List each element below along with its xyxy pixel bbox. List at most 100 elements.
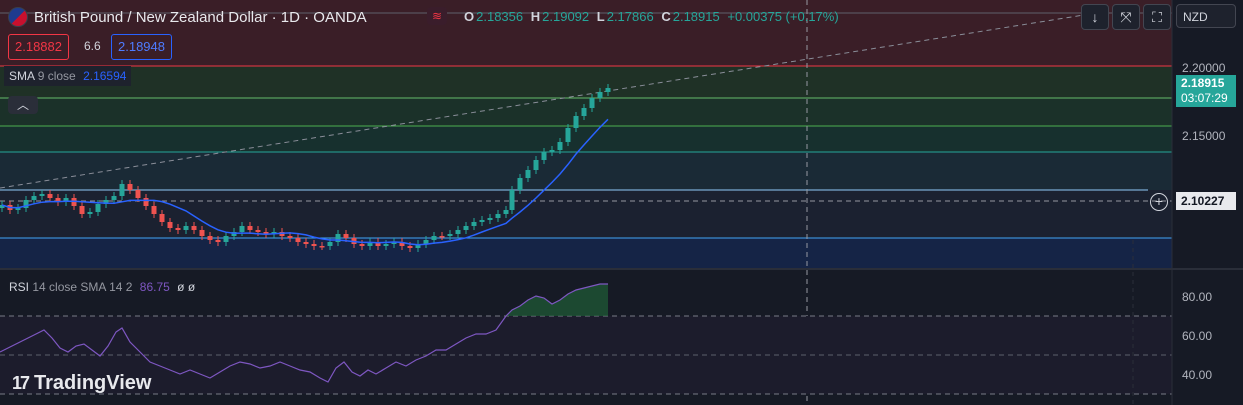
- rsi-legend[interactable]: RSI 14 close SMA 14 2 86.75 ø ø: [4, 278, 201, 296]
- candle-body: [431, 236, 437, 240]
- candle-body: [103, 200, 109, 204]
- rsi-extra: ø: [187, 280, 196, 294]
- ohlc-open: 2.18356: [476, 9, 524, 24]
- candle-body: [471, 222, 477, 226]
- price-axis-label: 2.20000: [1182, 61, 1226, 75]
- candle-body: [215, 240, 221, 242]
- candle-body: [343, 234, 349, 238]
- candle-body: [533, 160, 539, 170]
- tradingview-logo[interactable]: 17 TradingView: [12, 372, 151, 395]
- candle-body: [119, 184, 125, 196]
- candle-body: [367, 242, 373, 246]
- candle-body: [335, 234, 341, 242]
- candle-body: [167, 222, 173, 228]
- rsi-overbought-fill: [506, 284, 608, 316]
- zone-band-red: [0, 0, 1172, 66]
- buy-button[interactable]: 2.18948: [111, 34, 172, 60]
- candle-body: [589, 98, 595, 108]
- candle-body: [303, 242, 309, 244]
- candle-body: [517, 178, 523, 190]
- ohlc-key: H: [530, 9, 541, 24]
- candle-body: [15, 208, 21, 210]
- candle-body: [127, 184, 133, 190]
- candle-body: [191, 226, 197, 230]
- candle-body: [383, 244, 389, 246]
- candle-body: [391, 242, 397, 244]
- arrow-down-icon[interactable]: ↓: [1081, 4, 1109, 30]
- add-alert-icon[interactable]: +: [1150, 193, 1168, 211]
- currency-flag-icon: [8, 7, 28, 27]
- ohlc-readout: O 2.18356 H 2.19092 L 2.17866 C 2.18915 +0.0…: [464, 9, 843, 24]
- candle-body: [159, 214, 165, 222]
- ohlc-low: 2.17866: [606, 9, 654, 24]
- candle-body: [407, 246, 413, 248]
- candle-body: [255, 230, 261, 232]
- candle-body: [271, 232, 277, 234]
- candle-body: [287, 236, 293, 238]
- candle-body: [581, 108, 587, 116]
- trendline: [0, 13, 1091, 189]
- rsi-line: [0, 283, 608, 383]
- candle-body: [463, 226, 469, 230]
- candle-body: [319, 246, 325, 248]
- ohlc-close: 2.18915: [672, 9, 720, 24]
- fullscreen-icon[interactable]: ⛶: [1143, 4, 1171, 30]
- candle-body: [47, 194, 53, 198]
- sma-name: SMA: [9, 69, 35, 83]
- rsi-axis-label: 60.00: [1182, 329, 1213, 343]
- candle-body: [0, 205, 5, 208]
- crosshair-price-tag: 2.10227: [1176, 192, 1236, 210]
- candle-body: [541, 152, 547, 160]
- candle-body: [597, 92, 603, 98]
- chart-header: British Pound / New Zealand Dollar · 1D …: [0, 0, 367, 34]
- candle-body: [375, 242, 381, 246]
- sma-params: 9 close: [37, 69, 76, 83]
- candle-body: [455, 230, 461, 234]
- candle-body: [327, 242, 333, 246]
- candle-body: [207, 236, 213, 240]
- candle-body: [557, 142, 563, 150]
- symbol-title[interactable]: British Pound / New Zealand Dollar · 1D …: [34, 8, 367, 26]
- rsi-axis-label: 80.00: [1182, 290, 1213, 304]
- sell-button[interactable]: 2.18882: [8, 34, 69, 60]
- market-status-icon[interactable]: ≋: [427, 7, 447, 25]
- rsi-axis-label: 40.00: [1182, 368, 1213, 382]
- candle-body: [143, 198, 149, 206]
- candle-body: [487, 218, 493, 220]
- candle-body: [23, 200, 29, 208]
- collapse-icon[interactable]: ⤧: [1112, 4, 1140, 30]
- candle-body: [63, 198, 69, 202]
- candle-body: [135, 190, 141, 198]
- candle-body: [239, 226, 245, 232]
- currency-select[interactable]: NZD: [1176, 4, 1236, 28]
- rsi-params: 14 close SMA 14 2: [32, 280, 133, 294]
- candle-body: [55, 198, 61, 202]
- candle-body: [359, 244, 365, 246]
- candle-body: [399, 242, 405, 246]
- candle-body: [31, 196, 37, 200]
- candle-body: [311, 244, 317, 246]
- candle-body: [183, 226, 189, 230]
- tradingview-wordmark: TradingView: [34, 372, 152, 394]
- price-change: +0.00375 (+0.17%): [727, 9, 839, 24]
- bar-countdown: 03:07:29: [1181, 91, 1228, 105]
- sma-legend[interactable]: SMA 9 close 2.16594: [4, 66, 132, 86]
- candle-body: [439, 236, 445, 238]
- rsi-name: RSI: [9, 280, 30, 294]
- last-price: 2.18915: [1181, 76, 1225, 90]
- candle-body: [423, 240, 429, 244]
- candle-body: [565, 128, 571, 142]
- tradingview-logo-icon: 17: [12, 373, 30, 393]
- candle-body: [495, 214, 501, 218]
- ohlc-high: 2.19092: [542, 9, 590, 24]
- candle-body: [415, 244, 421, 248]
- collapse-legend-button[interactable]: ︿: [8, 96, 38, 114]
- candle-body: [503, 210, 509, 214]
- sma-line: [1, 118, 609, 246]
- candle-body: [605, 88, 611, 92]
- candle-body: [549, 150, 555, 152]
- candle-body: [573, 116, 579, 128]
- candle-body: [223, 236, 229, 242]
